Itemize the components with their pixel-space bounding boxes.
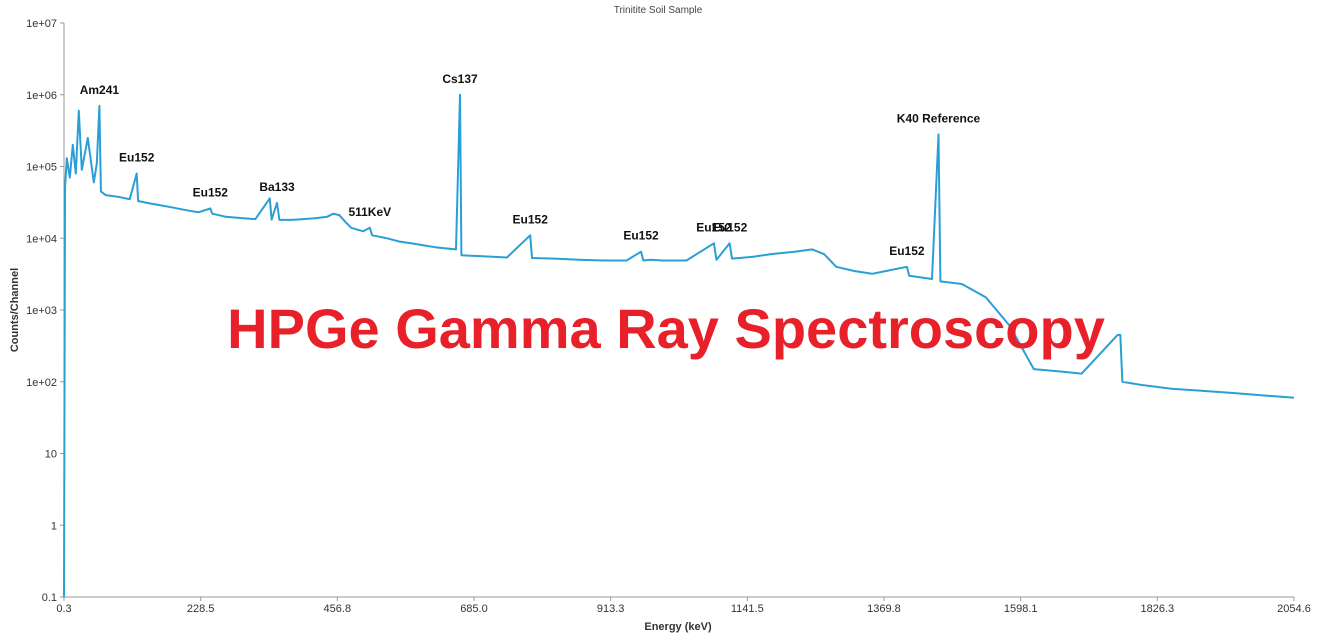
- x-tick-label: 2054.6: [1277, 603, 1311, 615]
- x-tick-label: 1826.3: [1140, 603, 1174, 615]
- peak-label: Eu152: [696, 220, 732, 234]
- x-tick-label: 228.5: [187, 603, 215, 615]
- peak-label: Eu152: [513, 212, 549, 226]
- y-tick-label: 1e+06: [26, 90, 57, 102]
- peak-label: Ba133: [259, 180, 295, 194]
- series-line-0: [63, 93, 1295, 598]
- peak-label: Eu152: [623, 229, 659, 243]
- y-tick-label: 0.1: [42, 592, 57, 604]
- peak-label: Eu152: [889, 244, 925, 258]
- peak-label: Eu152: [712, 220, 748, 234]
- overlay-headline: HPGe Gamma Ray Spectroscopy: [227, 297, 1105, 360]
- y-tick-label: 1e+03: [26, 305, 57, 317]
- chart-title: Trinitite Soil Sample: [614, 5, 703, 16]
- y-tick-label: 1e+05: [26, 162, 57, 174]
- x-tick-label: 1369.8: [867, 603, 901, 615]
- series-group: [63, 93, 1295, 598]
- peak-label: 511KeV: [348, 205, 391, 219]
- x-tick-label: 1598.1: [1004, 603, 1038, 615]
- peak-label: Eu152: [119, 151, 155, 165]
- x-tick-label: 0.3: [56, 603, 71, 615]
- x-tick-label: 456.8: [324, 603, 352, 615]
- y-axis-title: Counts/Channel: [9, 268, 21, 352]
- peak-label: Am241: [80, 83, 120, 97]
- x-tick-label: 685.0: [460, 603, 488, 615]
- peak-label: K40 Reference: [897, 111, 981, 125]
- y-tick-label: 1: [51, 520, 57, 532]
- x-axis-title: Energy (keV): [644, 621, 712, 633]
- y-tick-label: 10: [45, 449, 57, 461]
- y-tick-label: 1e+07: [26, 18, 57, 30]
- x-tick-label: 913.3: [597, 603, 625, 615]
- x-tick-label: 1141.5: [731, 603, 764, 615]
- peak-label: Eu152: [193, 186, 229, 200]
- axes: 0.3 228.5 456.8 685.0 913.3 1141.5 1369.8 1598.…: [26, 18, 1311, 615]
- y-tick-label: 1e+04: [26, 233, 57, 245]
- y-tick-label: 1e+02: [26, 377, 57, 389]
- peak-label: Cs137: [442, 72, 478, 86]
